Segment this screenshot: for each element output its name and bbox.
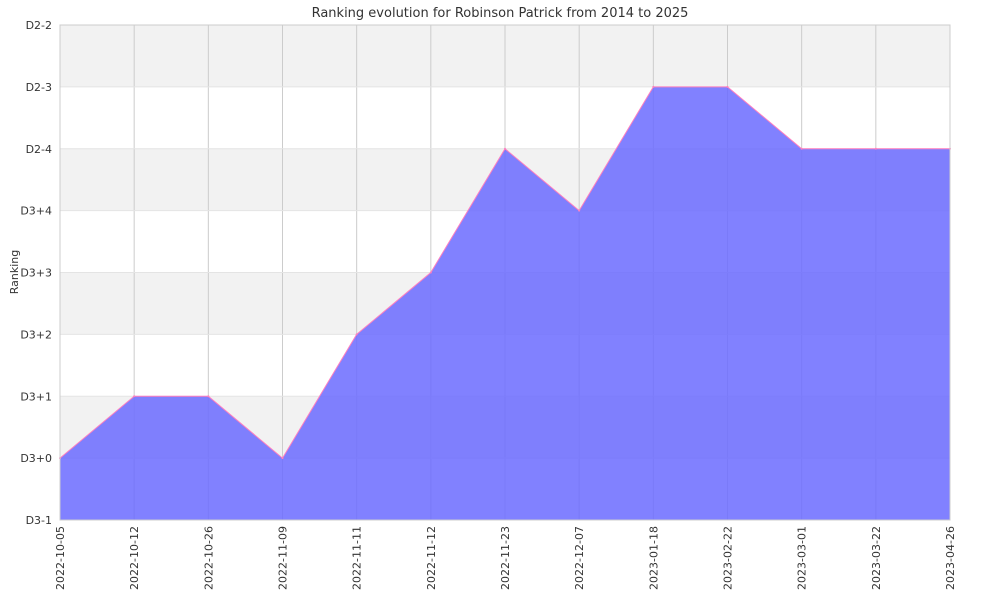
x-tick-label: 2022-11-11 xyxy=(351,526,364,590)
x-axis-ticks: 2022-10-05 2022-10-12 2022-10-26 2022-11-09… xyxy=(54,526,957,590)
y-tick-label: D3+1 xyxy=(20,390,52,403)
x-tick-label: 2023-03-22 xyxy=(870,526,883,590)
y-tick-label: D2-3 xyxy=(26,81,52,94)
data-point xyxy=(652,85,655,88)
data-point xyxy=(207,395,210,398)
x-tick-label: 2022-11-09 xyxy=(277,526,290,590)
x-tick-label: 2023-02-22 xyxy=(722,526,735,590)
y-tick-label: D3+0 xyxy=(20,452,52,465)
data-point xyxy=(355,333,358,336)
x-tick-label: 2022-11-12 xyxy=(425,526,438,590)
data-point xyxy=(800,147,803,150)
plot-border xyxy=(59,24,951,521)
x-tick-label: 2023-03-01 xyxy=(796,526,809,590)
data-point xyxy=(429,271,432,274)
x-tick-label: 2023-04-26 xyxy=(944,526,957,590)
y-tick-label: D3+2 xyxy=(20,328,52,341)
x-tick-label: 2022-10-12 xyxy=(128,526,141,590)
y-tick-label: D2-2 xyxy=(26,19,52,32)
data-point xyxy=(281,457,284,460)
x-tick-label: 2022-12-07 xyxy=(573,526,586,590)
data-point xyxy=(578,209,581,212)
x-tick-label: 2022-10-05 xyxy=(54,526,67,590)
x-tick-label: 2023-01-18 xyxy=(647,526,660,590)
data-point xyxy=(504,147,506,150)
y-tick-label: D3+4 xyxy=(20,205,52,218)
x-tick-label: 2022-11-23 xyxy=(499,526,512,590)
y-tick-label: D3+3 xyxy=(20,267,52,280)
y-axis-ticks: D3-1 D3+0 D3+1 D3+2 D3+3 D3+4 D2-4 D2-3 D2-2 xyxy=(20,19,52,527)
ranking-area xyxy=(60,86,950,520)
data-point xyxy=(133,395,136,398)
data-point xyxy=(726,85,729,88)
data-point xyxy=(874,147,877,150)
x-tick-label: 2022-10-26 xyxy=(202,526,215,590)
chart-title: Ranking evolution for Robinson Patrick f… xyxy=(312,6,689,21)
y-tick-label: D2-4 xyxy=(26,143,52,156)
y-axis-label: Ranking xyxy=(8,250,21,295)
y-tick-label: D3-1 xyxy=(26,514,52,527)
